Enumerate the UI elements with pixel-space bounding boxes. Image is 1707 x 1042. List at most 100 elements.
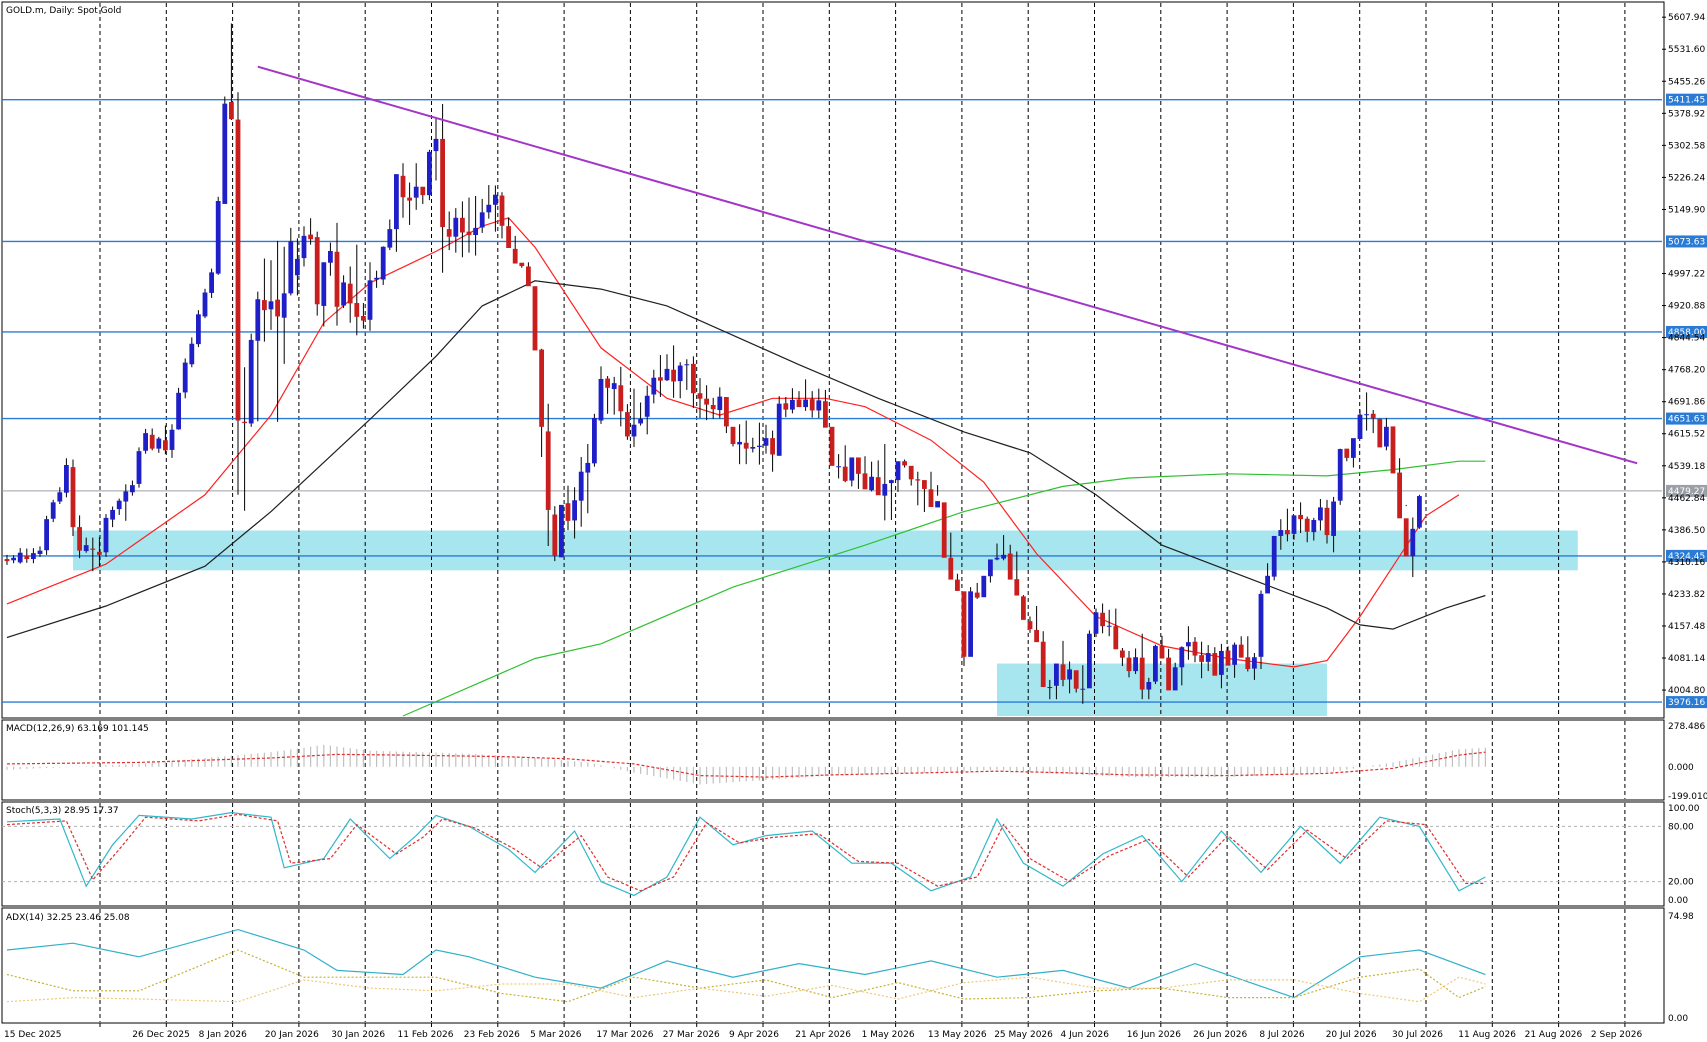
price-tick-label-14: 4539.18: [1668, 462, 1705, 472]
candle-112: [737, 424, 742, 465]
level-label-4: 4651.63: [1668, 415, 1705, 425]
candle-body-209: [1377, 418, 1383, 448]
candle-16: [103, 514, 109, 557]
candle-body-27: [176, 392, 181, 430]
candle-body-62: [407, 197, 412, 201]
candle-194: [1278, 519, 1284, 550]
candle-body-25: [163, 440, 168, 451]
macd-signal-line: [6, 751, 1486, 778]
candle-51: [334, 222, 340, 326]
candle-201: [1324, 499, 1330, 544]
support-zone-2: [997, 663, 1327, 716]
candle-body-109: [717, 396, 723, 411]
candle-body-17: [110, 509, 115, 520]
candle-body-212: [1397, 472, 1402, 519]
candle-160: [1054, 663, 1059, 700]
candle-body-33: [215, 201, 221, 274]
price-tick-label-7: 5149.90: [1668, 205, 1705, 215]
candle-206: [1357, 409, 1363, 439]
candle-20: [130, 480, 135, 496]
candle-64: [420, 186, 426, 204]
candle-109: [717, 387, 723, 419]
candle-body-180: [1186, 642, 1191, 647]
candle-41: [268, 260, 274, 330]
time-tick-label-22: 11 Aug 2026: [1458, 1030, 1516, 1040]
candle-body-119: [783, 403, 789, 410]
candle-body-114: [750, 446, 756, 449]
candle-body-92: [605, 378, 610, 388]
candle-34: [222, 96, 228, 204]
candle-198: [1304, 516, 1310, 543]
macd-tick-label-2: 0.000: [1668, 763, 1694, 773]
candle-body-48: [314, 237, 320, 305]
candle-208: [1370, 410, 1376, 434]
candle-52: [341, 275, 346, 309]
candle-131: [862, 456, 868, 490]
price-tick-label-13: 4615.52: [1668, 430, 1705, 440]
candle-body-188: [1238, 644, 1244, 658]
candle-162: [1067, 661, 1072, 694]
candle-48: [314, 231, 320, 316]
candle-6: [37, 546, 43, 557]
candle-145: [955, 573, 960, 591]
candle-body-13: [83, 545, 89, 552]
candle-176: [1159, 635, 1165, 659]
candle-body-38: [248, 339, 254, 424]
candle-197: [1298, 502, 1303, 534]
current-price-label: 4479.27: [1668, 487, 1705, 497]
time-tick-label-14: 13 May 2026: [928, 1030, 987, 1040]
candle-body-170: [1120, 650, 1125, 658]
candle-body-215: [1417, 496, 1422, 528]
macd-pane[interactable]: 278.486 0.000 -199.010 MACD(12,26,9) 63.16…: [1, 719, 1707, 802]
candle-184: [1212, 647, 1218, 676]
candle-body-194: [1278, 530, 1284, 536]
adx-line-1: [6, 928, 1486, 999]
adx-pane[interactable]: 74.98 0.00 ADX(14) 32.25 23.46 25.08: [1, 907, 1694, 1024]
candle-156: [1027, 616, 1033, 633]
stochastic-pane[interactable]: 100.00 80.00 20.00 0.00 Stoch(5,3,3) 28.95 …: [1, 801, 1700, 907]
candle-4: [24, 548, 30, 563]
candle-body-65: [427, 151, 432, 196]
candle-200: [1318, 499, 1323, 531]
price-pane[interactable]: 5411.45 5073.63 4858.00 4651.63 4324.45 3976.…: [1, 1, 1707, 719]
candle-3: [17, 548, 23, 564]
candle-140: [922, 480, 927, 513]
candle-59: [387, 219, 393, 251]
candle-body-51: [334, 251, 340, 307]
candle-body-78: [512, 248, 518, 264]
candle-5: [31, 548, 36, 564]
candle-body-93: [611, 383, 617, 390]
candle-97: [638, 402, 643, 426]
candle-body-40: [262, 300, 267, 311]
candle-body-182: [1199, 655, 1204, 662]
candle-body-165: [1087, 633, 1092, 689]
candle-body-208: [1370, 413, 1376, 419]
candle-73: [479, 198, 485, 233]
candle-87: [572, 487, 577, 539]
stoch-tick-label-1: 100.00: [1668, 804, 1700, 814]
candle-body-146: [961, 591, 967, 657]
candle-47: [308, 218, 313, 245]
candle-body-97: [638, 418, 643, 424]
candle-body-99: [651, 377, 657, 395]
candle-115: [757, 422, 762, 465]
candle-135: [889, 479, 894, 520]
candle-body-201: [1324, 507, 1330, 536]
candle-37: [242, 367, 247, 511]
candle-body-75: [493, 194, 498, 205]
candle-215: [1417, 494, 1422, 529]
candle-body-171: [1126, 657, 1132, 672]
resistance-trendline: [257, 65, 1638, 465]
candle-body-176: [1159, 645, 1165, 659]
candle-90: [592, 413, 597, 467]
candle-body-150: [988, 559, 993, 577]
candle-body-98: [644, 395, 650, 417]
candle-body-14: [90, 548, 96, 550]
candle-body-60: [394, 174, 399, 230]
candle-77: [506, 217, 511, 249]
candle-116: [763, 424, 769, 454]
time-axis: 15 Dec 2025 26 Dec 2025 8 Jan 2026 20 Jan 2…: [4, 1023, 1642, 1040]
candle-body-213: [1403, 518, 1409, 557]
